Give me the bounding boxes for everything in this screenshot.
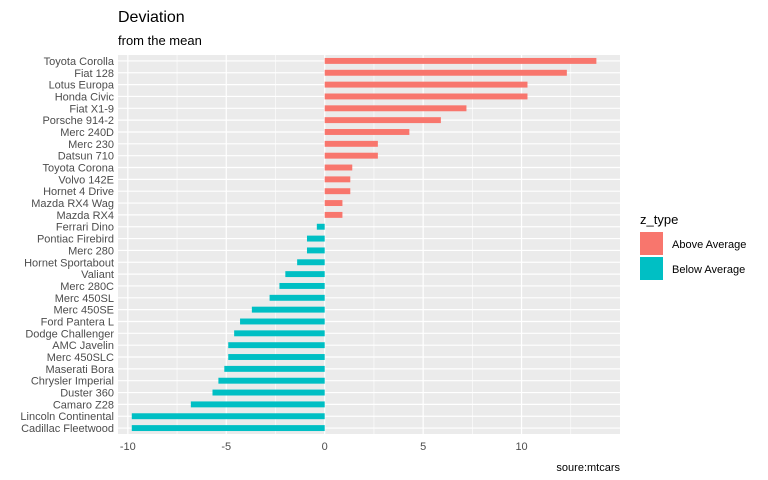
chart-title: Deviation xyxy=(118,9,185,26)
bar xyxy=(316,223,325,230)
y-tick-label: Honda Civic xyxy=(55,91,115,103)
bar xyxy=(228,354,325,360)
bar xyxy=(324,129,410,135)
bar xyxy=(212,389,325,396)
bar xyxy=(324,140,378,147)
bar xyxy=(324,176,351,183)
y-tick-label: Duster 360 xyxy=(60,388,114,400)
y-tick-label: Cadillac Fleetwood xyxy=(21,423,114,435)
chart-caption: soure:mtcars xyxy=(556,462,620,474)
bar xyxy=(131,413,325,420)
legend-key-above xyxy=(640,232,663,255)
legend-key-below xyxy=(640,257,663,280)
y-tick-label: Ford Pantera L xyxy=(41,316,114,328)
bar xyxy=(131,425,325,432)
y-tick-label: Toyota Corona xyxy=(42,163,114,175)
bar xyxy=(324,117,441,124)
bar xyxy=(240,318,325,325)
bar xyxy=(306,247,325,254)
bar xyxy=(234,330,325,337)
bar xyxy=(228,342,325,349)
y-tick-label: Merc 240D xyxy=(60,127,114,139)
y-tick-label: Pontiac Firebird xyxy=(37,234,114,246)
bar xyxy=(279,282,325,289)
bar xyxy=(269,294,325,301)
bar xyxy=(324,188,351,195)
y-tick-label: Volvo 142E xyxy=(58,174,114,186)
bar xyxy=(324,93,528,100)
y-tick-label: Datsun 710 xyxy=(58,151,114,163)
y-tick-label: Merc 450SL xyxy=(55,293,114,305)
bar xyxy=(324,211,343,218)
bar xyxy=(324,164,353,171)
y-tick-label: Dodge Challenger xyxy=(25,328,114,340)
bar xyxy=(324,81,528,88)
bar xyxy=(190,401,325,408)
bar xyxy=(306,235,325,242)
y-tick-label: Mazda RX4 Wag xyxy=(31,198,114,210)
bar xyxy=(324,69,567,76)
bar xyxy=(285,271,325,278)
y-tick-label: AMC Javelin xyxy=(52,340,114,352)
y-tick-label: Merc 450SE xyxy=(53,305,114,317)
y-tick-label: Camaro Z28 xyxy=(53,399,114,411)
bar xyxy=(218,377,325,384)
y-tick-label: Fiat 128 xyxy=(74,68,114,80)
y-tick-label: Porsche 914-2 xyxy=(42,115,114,127)
x-tick-label: -5 xyxy=(221,441,231,453)
y-tick-label: Merc 230 xyxy=(68,139,114,151)
bar xyxy=(324,200,343,207)
y-tick-label: Fiat X1-9 xyxy=(69,103,114,115)
y-tick-label: Hornet Sportabout xyxy=(24,257,114,269)
legend-title: z_type xyxy=(640,212,678,227)
x-tick-label: -10 xyxy=(120,441,136,453)
legend: z_type Above Average Below Average xyxy=(640,212,746,280)
plot-panel xyxy=(118,55,620,434)
bar xyxy=(324,105,467,112)
y-tick-label: Merc 280C xyxy=(60,281,114,293)
legend-label-above: Above Average xyxy=(672,239,746,251)
y-tick-label: Valiant xyxy=(81,269,114,281)
y-tick-label: Merc 280 xyxy=(68,245,114,257)
bar xyxy=(324,57,597,64)
y-tick-label: Lotus Europa xyxy=(49,80,115,92)
y-tick-label: Maserati Bora xyxy=(46,364,115,376)
y-tick-label: Merc 450SLC xyxy=(47,352,114,364)
y-tick-label: Lincoln Continental xyxy=(20,411,114,423)
x-tick-label: 5 xyxy=(420,441,426,453)
chart-subtitle: from the mean xyxy=(118,33,202,48)
x-tick-label: 0 xyxy=(322,441,328,453)
x-axis-labels: -10 -5 0 5 10 xyxy=(120,441,528,453)
x-tick-label: 10 xyxy=(515,441,527,453)
legend-label-below: Below Average xyxy=(672,264,745,276)
bars xyxy=(131,57,597,432)
y-tick-label: Mazda RX4 xyxy=(57,210,114,222)
bar xyxy=(297,259,325,266)
y-tick-label: Ferrari Dino xyxy=(56,222,114,234)
y-tick-label: Hornet 4 Drive xyxy=(43,186,114,198)
y-tick-label: Toyota Corolla xyxy=(44,56,115,68)
y-tick-label: Chrysler Imperial xyxy=(31,376,114,388)
bar xyxy=(224,365,325,372)
bar xyxy=(251,306,325,313)
bar xyxy=(324,152,378,159)
